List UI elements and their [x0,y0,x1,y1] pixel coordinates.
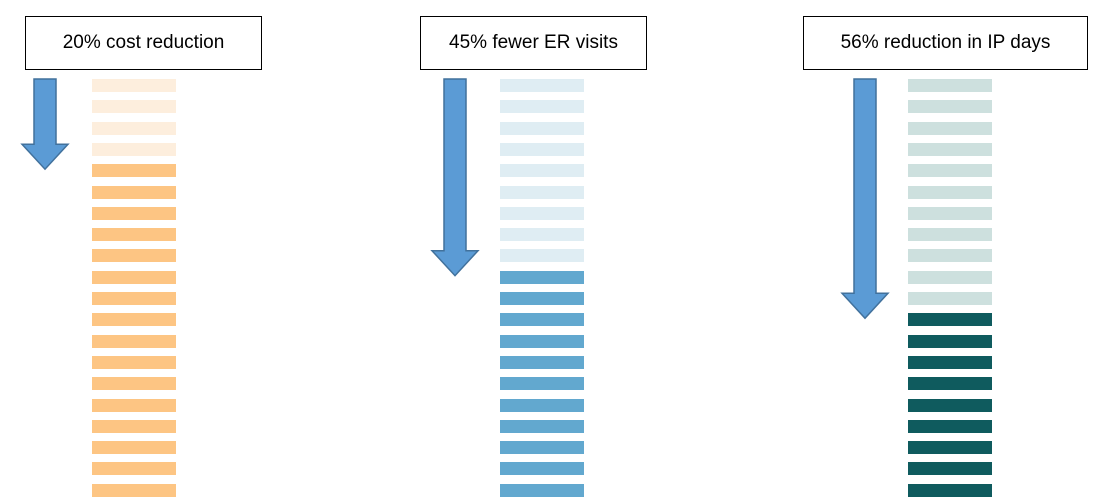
label-er-visits: 45% fewer ER visits [420,16,647,70]
bar-segment-remaining [500,462,584,476]
bar-segment-remaining [908,377,992,391]
bar-segment-remaining [92,228,176,242]
bar-segment-remaining [908,355,992,369]
bar-segment-remaining [92,164,176,178]
bar-segment-reduced [908,142,992,156]
bar-segment-remaining [92,292,176,305]
bar-segment-remaining [500,355,584,369]
bar-segment-reduced [500,206,584,220]
down-arrow-icon [430,78,480,277]
bar-segment-remaining [92,206,176,220]
bar-segment-remaining [500,398,584,412]
bar-segment-reduced [500,249,584,263]
bar-segment-remaining [500,377,584,391]
bar-segment-reduced [500,228,584,242]
bar-segment-reduced [500,79,584,92]
bar-segment-reduced [908,164,992,178]
bar-segment-reduced [92,142,176,156]
bar-segment-reduced [908,292,992,305]
bar-segment-remaining [92,398,176,412]
bar-segment-reduced [500,100,584,114]
bar-segment-reduced [92,121,176,135]
down-arrow-icon [20,78,70,171]
bar-segment-reduced [908,249,992,263]
bar-segment-remaining [500,270,584,284]
bar-segment-remaining [908,419,992,433]
bar-segment-reduced [908,121,992,135]
bar-segment-reduced [908,100,992,114]
bar-segment-remaining [92,313,176,327]
bar-segment-remaining [908,483,992,497]
bar-segment-remaining [908,313,992,327]
panel-er-visits: 45% fewer ER visits [420,16,647,497]
bar-segment-remaining [908,462,992,476]
bar-segment-reduced [500,185,584,199]
bar-segment-reduced [500,142,584,156]
down-arrow-shape [430,78,480,277]
label-cost-reduction: 20% cost reduction [25,16,262,70]
down-arrow-shape [840,78,890,320]
bar-segment-reduced [500,121,584,135]
bar-segment-remaining [92,185,176,199]
bar-segment-reduced [92,79,176,92]
bar-segment-reduced [908,228,992,242]
bar-segment-reduced [500,164,584,178]
bar-segment-remaining [500,334,584,348]
bar-segment-reduced [908,185,992,199]
bar-segment-remaining [908,441,992,455]
down-arrow-icon [840,78,890,320]
bar-segment-remaining [500,441,584,455]
bar-segment-reduced [92,100,176,114]
bar-segment-remaining [908,334,992,348]
bar-segment-reduced [908,79,992,92]
bar-segment-remaining [92,249,176,263]
bar-segment-reduced [908,270,992,284]
bar-segment-remaining [500,313,584,327]
bar-segment-remaining [92,270,176,284]
bar-segment-reduced [908,206,992,220]
down-arrow-shape [20,78,70,171]
bar-segment-remaining [92,419,176,433]
bar-segment-remaining [92,377,176,391]
bar-segment-remaining [92,355,176,369]
panel-cost: 20% cost reduction [0,0,300,497]
bar-segment-remaining [500,292,584,305]
label-ip-days: 56% reduction in IP days [803,16,1088,70]
bar-segment-remaining [92,334,176,348]
bar-segment-remaining [92,441,176,455]
bar-segment-remaining [92,462,176,476]
bar-segment-remaining [500,419,584,433]
bar-segment-remaining [908,398,992,412]
